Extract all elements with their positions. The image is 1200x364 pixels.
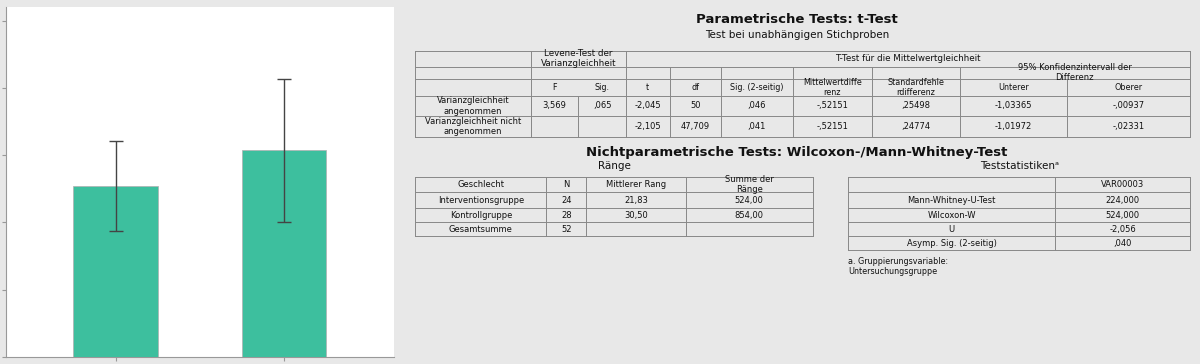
Text: 3,569: 3,569 xyxy=(542,102,566,111)
Text: -,52151: -,52151 xyxy=(816,102,848,111)
Text: -2,045: -2,045 xyxy=(635,102,661,111)
Text: Geschlecht: Geschlecht xyxy=(457,180,504,189)
Text: 854,00: 854,00 xyxy=(734,211,763,220)
Text: -1,01972: -1,01972 xyxy=(995,122,1032,131)
Text: 21,83: 21,83 xyxy=(624,196,648,205)
Text: Varianzgleichheit nicht
angenommen: Varianzgleichheit nicht angenommen xyxy=(425,116,521,136)
Text: Standardfehle
rdifferenz: Standardfehle rdifferenz xyxy=(888,78,944,97)
Text: N: N xyxy=(563,180,570,189)
Text: 95% Konfidenzintervall der
Differenz: 95% Konfidenzintervall der Differenz xyxy=(1018,63,1132,82)
Text: df: df xyxy=(691,83,700,92)
Text: 224,000: 224,000 xyxy=(1105,196,1140,205)
Text: a. Gruppierungsvariable:
Untersuchungsgruppe: a. Gruppierungsvariable: Untersuchungsgr… xyxy=(848,257,948,276)
Text: -1,03365: -1,03365 xyxy=(995,102,1032,111)
Text: Teststatistikenᵃ: Teststatistikenᵃ xyxy=(979,161,1058,171)
Bar xyxy=(242,150,326,357)
Text: ,25498: ,25498 xyxy=(901,102,930,111)
Text: ,040: ,040 xyxy=(1114,239,1132,248)
Text: 524,00: 524,00 xyxy=(734,196,763,205)
Text: Mann-Whitney-U-Test: Mann-Whitney-U-Test xyxy=(907,196,996,205)
Text: Varianzgleichheit
angenommen: Varianzgleichheit angenommen xyxy=(437,96,509,115)
Text: T-Test für die Mittelwertgleichheit: T-Test für die Mittelwertgleichheit xyxy=(835,54,980,63)
Text: -2,056: -2,056 xyxy=(1109,225,1136,234)
Text: -2,105: -2,105 xyxy=(635,122,661,131)
Text: Sig. (2-seitig): Sig. (2-seitig) xyxy=(731,83,784,92)
Text: Kontrollgruppe: Kontrollgruppe xyxy=(450,211,512,220)
Text: Mittlerer Rang: Mittlerer Rang xyxy=(606,180,666,189)
Text: Wilcoxon-W: Wilcoxon-W xyxy=(928,211,976,220)
Text: Test bei unabhängigen Stichproben: Test bei unabhängigen Stichproben xyxy=(704,30,889,40)
Text: Ränge: Ränge xyxy=(598,161,630,171)
Text: Sig.: Sig. xyxy=(594,83,610,92)
Text: Asymp. Sig. (2-seitig): Asymp. Sig. (2-seitig) xyxy=(907,239,997,248)
Text: ,065: ,065 xyxy=(593,102,611,111)
Bar xyxy=(73,186,157,357)
Text: Gesamtsumme: Gesamtsumme xyxy=(449,225,512,234)
Text: Nichtparametrische Tests: Wilcoxon-/Mann-Whitney-Test: Nichtparametrische Tests: Wilcoxon-/Mann… xyxy=(586,146,1008,159)
Text: 24: 24 xyxy=(562,196,571,205)
Text: ,24774: ,24774 xyxy=(901,122,930,131)
Text: 28: 28 xyxy=(562,211,571,220)
Text: 524,000: 524,000 xyxy=(1105,211,1140,220)
Text: Summe der
Ränge: Summe der Ränge xyxy=(725,175,774,194)
Text: Parametrische Tests: t-Test: Parametrische Tests: t-Test xyxy=(696,13,898,26)
Text: Oberer: Oberer xyxy=(1115,83,1142,92)
Text: Levene-Test der
Varianzgleichheit: Levene-Test der Varianzgleichheit xyxy=(540,49,616,68)
Text: 47,709: 47,709 xyxy=(680,122,710,131)
Text: Mittelwertdiffe
renz: Mittelwertdiffe renz xyxy=(803,78,862,97)
Text: U: U xyxy=(949,225,955,234)
Text: -,00937: -,00937 xyxy=(1112,102,1145,111)
Text: Unterer: Unterer xyxy=(998,83,1028,92)
Text: ,046: ,046 xyxy=(748,102,767,111)
Text: 50: 50 xyxy=(690,102,701,111)
Text: 30,50: 30,50 xyxy=(624,211,648,220)
Text: -,02331: -,02331 xyxy=(1112,122,1145,131)
Text: t: t xyxy=(647,83,649,92)
Text: -,52151: -,52151 xyxy=(816,122,848,131)
Text: VAR00003: VAR00003 xyxy=(1100,180,1144,189)
Text: ,041: ,041 xyxy=(748,122,767,131)
Text: F: F xyxy=(552,83,557,92)
Text: Interventionsgruppe: Interventionsgruppe xyxy=(438,196,524,205)
Text: 52: 52 xyxy=(562,225,571,234)
